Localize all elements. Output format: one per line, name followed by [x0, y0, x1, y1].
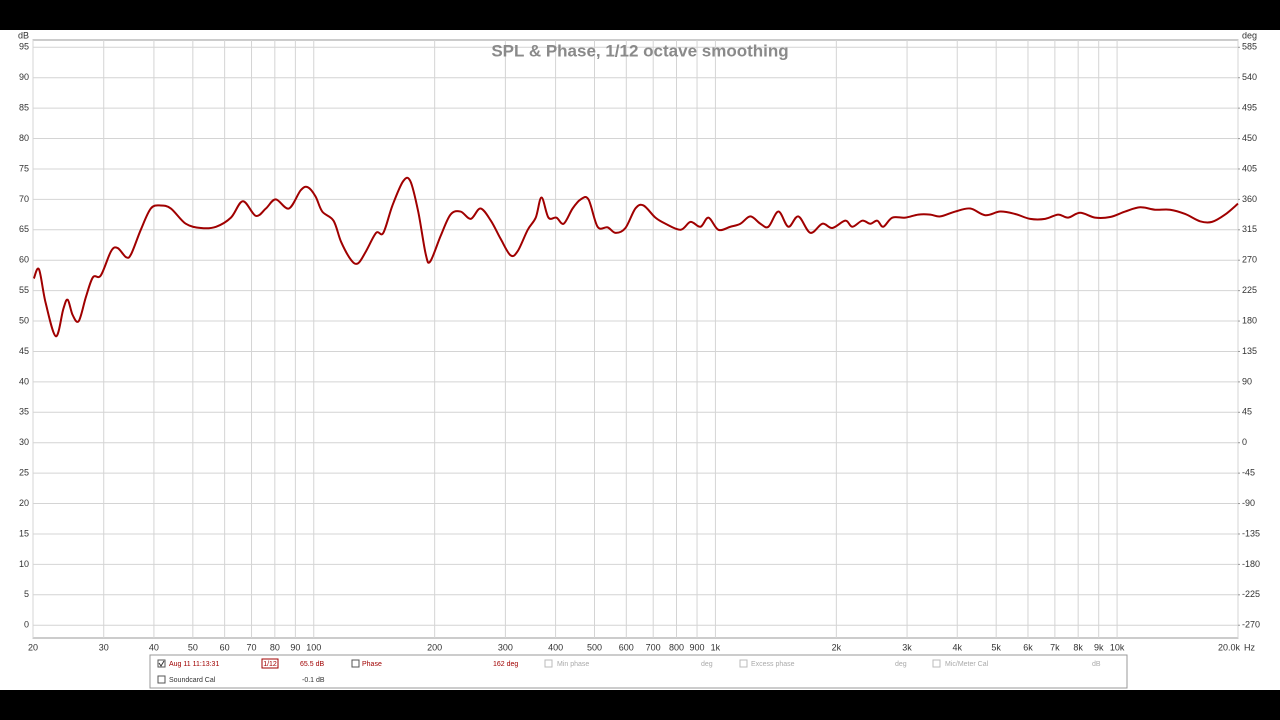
x-tick-label: 1k [711, 642, 721, 652]
y-tick-label: 40 [19, 376, 29, 386]
x-tick-label: 4k [952, 642, 962, 652]
y-tick-label: 20 [19, 498, 29, 508]
x-tick-label: 7k [1050, 642, 1060, 652]
y-tick-label: 65 [19, 224, 29, 234]
x-tick-label: 30 [99, 642, 109, 652]
checkbox[interactable] [932, 659, 941, 668]
y-tick-label: 60 [19, 255, 29, 265]
x-tick-label: 80 [270, 642, 280, 652]
unit: deg [895, 661, 907, 668]
panel-box [149, 654, 1128, 689]
y2-tick-label: 540 [1242, 72, 1257, 82]
y-tick-label: 50 [19, 315, 29, 325]
smoothing-box[interactable] [261, 658, 279, 669]
x-tick-label: 9k [1094, 642, 1104, 652]
y-tick-label: 5 [24, 589, 29, 599]
y-tick-label: 30 [19, 437, 29, 447]
checkbox[interactable] [739, 659, 748, 668]
check-mark [158, 660, 165, 667]
unit: dB [1092, 661, 1101, 668]
x-unit-label: Hz [1244, 642, 1255, 652]
y2-tick-label: 225 [1242, 285, 1257, 295]
checkbox[interactable] [351, 659, 360, 668]
chart-title: SPL & Phase, 1/12 octave smoothing [491, 41, 788, 60]
checkbox[interactable] [544, 659, 553, 668]
y2-tick-label: -180 [1242, 559, 1260, 569]
x-tick-label: 5k [991, 642, 1001, 652]
y2-tick-label: -135 [1242, 528, 1260, 538]
y2-tick-label: 450 [1242, 133, 1257, 143]
x-tick-label: 500 [587, 642, 602, 652]
spl-readout: 65.5 dB [300, 661, 324, 668]
plot-area [32, 39, 1239, 639]
measurement-name[interactable]: Aug 11 11:13:31 [169, 661, 219, 668]
y2-tick-label: 405 [1242, 163, 1257, 173]
y-tick-label: 75 [19, 163, 29, 173]
x-tick-label: 20.0k [1218, 642, 1241, 652]
min-phase[interactable]: Min phase [557, 661, 589, 668]
y-tick-label: 70 [19, 194, 29, 204]
x-tick-label: 20 [28, 642, 38, 652]
y-tick-label: 0 [24, 620, 29, 630]
y2-tick-label: -90 [1242, 498, 1255, 508]
x-tick-label: 200 [427, 642, 442, 652]
y2-tick-label: 315 [1242, 224, 1257, 234]
y2-tick-label: 585 [1242, 42, 1257, 52]
y-tick-label: 55 [19, 285, 29, 295]
y-tick-label: 35 [19, 407, 29, 417]
excess-phase[interactable]: Excess phase [751, 661, 795, 668]
y-tick-label: 85 [19, 103, 29, 113]
soundcard-cal-readout: -0.1 dB [302, 677, 325, 684]
y-tick-label: 90 [19, 72, 29, 82]
mic-cal[interactable]: Mic/Meter Cal [945, 661, 989, 668]
x-tick-label: 100 [306, 642, 321, 652]
soundcard-cal[interactable]: Soundcard Cal [169, 677, 216, 684]
y2-tick-label: 180 [1242, 315, 1257, 325]
phase-readout: 162 deg [493, 661, 518, 668]
x-tick-label: 10k [1110, 642, 1125, 652]
x-tick-label: 60 [220, 642, 230, 652]
unit: deg [701, 661, 713, 668]
x-tick-label: 2k [832, 642, 842, 652]
y2-tick-label: 45 [1242, 407, 1252, 417]
x-tick-label: 800 [669, 642, 684, 652]
y2-tick-label: 0 [1242, 437, 1247, 447]
y2-tick-label: 90 [1242, 376, 1252, 386]
x-tick-label: 3k [902, 642, 912, 652]
measurement-panel: Aug 11 11:13:31 1/12 65.5 dB Phase 162 d… [149, 654, 1128, 689]
y2-tick-label: 270 [1242, 255, 1257, 265]
y2-axis-label: deg [1242, 30, 1257, 40]
spl-line [32, 176, 1239, 338]
x-tick-label: 900 [690, 642, 705, 652]
x-tick-label: 400 [548, 642, 563, 652]
x-tick-label: 40 [149, 642, 159, 652]
y-tick-label: 45 [19, 346, 29, 356]
y-tick-label: 95 [19, 42, 29, 52]
y2-tick-label: 360 [1242, 194, 1257, 204]
y-tick-label: 15 [19, 528, 29, 538]
y-tick-label: 80 [19, 133, 29, 143]
x-tick-label: 6k [1023, 642, 1033, 652]
x-tick-label: 300 [498, 642, 513, 652]
y-axis-label: dB [18, 30, 29, 40]
x-tick-label: 50 [188, 642, 198, 652]
x-tick-label: 90 [290, 642, 300, 652]
y2-tick-label: -45 [1242, 468, 1255, 478]
y2-tick-label: 495 [1242, 103, 1257, 113]
y2-tick-label: -270 [1242, 620, 1260, 630]
checkbox[interactable] [157, 675, 166, 684]
phase-label[interactable]: Phase [362, 661, 382, 668]
x-tick-label: 70 [247, 642, 257, 652]
y-tick-label: 25 [19, 468, 29, 478]
y2-tick-label: -225 [1242, 589, 1260, 599]
y-tick-label: 10 [19, 559, 29, 569]
checkbox[interactable] [157, 659, 166, 668]
y2-tick-label: 135 [1242, 346, 1257, 356]
x-tick-label: 600 [619, 642, 634, 652]
x-tick-label: 700 [646, 642, 661, 652]
smoothing: 1/12 [263, 661, 277, 668]
x-tick-label: 8k [1073, 642, 1083, 652]
